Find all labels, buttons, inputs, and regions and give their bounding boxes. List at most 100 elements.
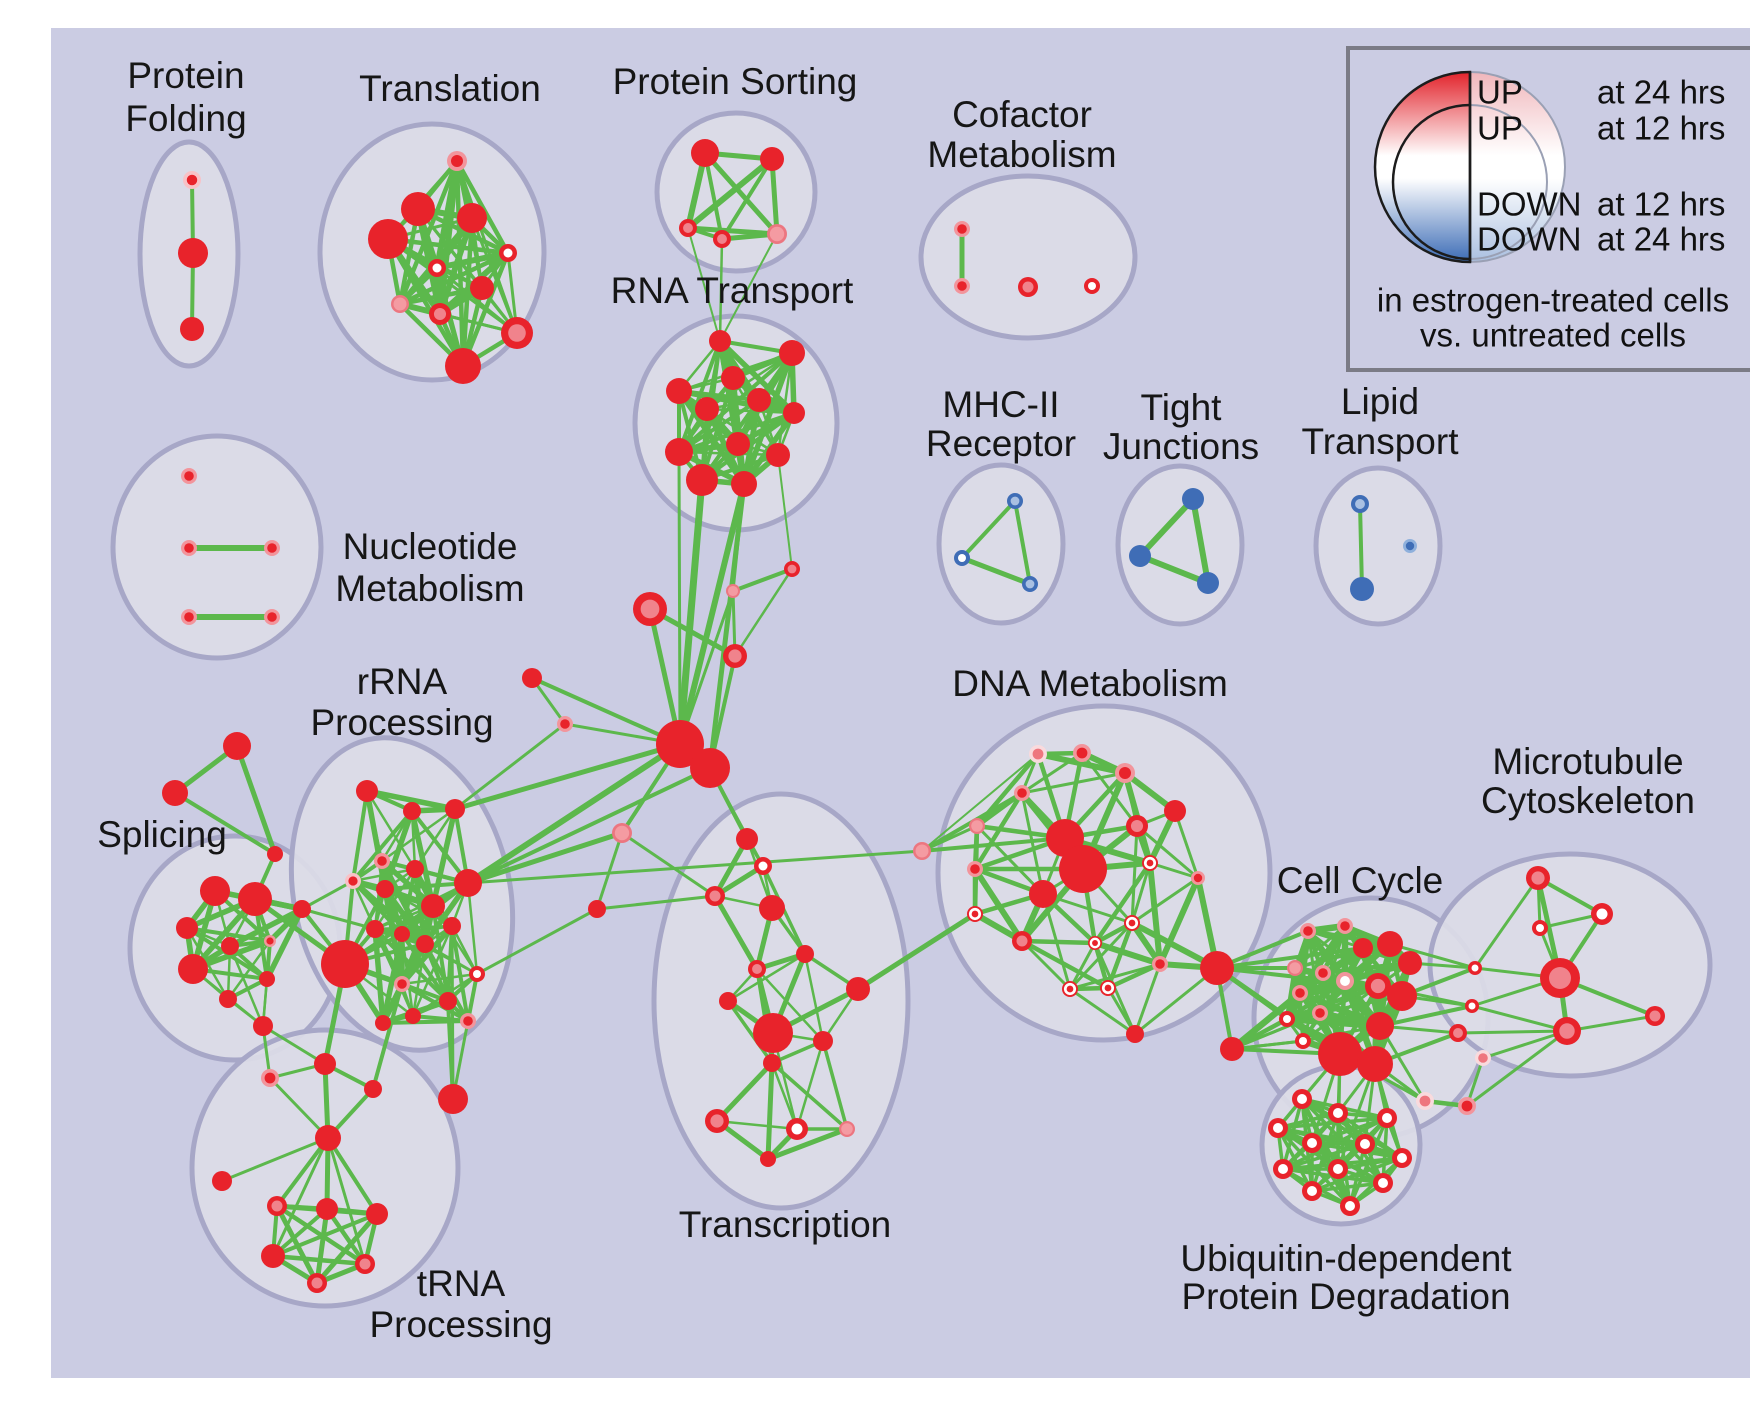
node-ring — [588, 900, 606, 918]
legend-direction-label-2: DOWN — [1477, 186, 1581, 223]
edge — [705, 407, 796, 415]
edge — [314, 1206, 330, 1286]
edge — [1378, 1024, 1427, 1103]
node-ps1 — [691, 139, 719, 167]
edge — [1092, 940, 1163, 967]
edge — [1378, 1004, 1474, 1028]
edge — [1336, 1062, 1377, 1171]
edge — [1281, 1142, 1367, 1171]
node-r13 — [443, 917, 461, 935]
node-ring — [656, 720, 704, 768]
edge — [1157, 875, 1201, 967]
node-ring — [760, 1151, 776, 1167]
node-r14 — [321, 940, 369, 988]
node-ring — [1130, 819, 1144, 833]
edge — [920, 836, 1067, 853]
edge — [769, 156, 780, 237]
edge — [685, 156, 775, 231]
edge — [755, 967, 825, 1043]
edge — [326, 1136, 367, 1266]
node-ring — [1017, 788, 1027, 798]
node-ring — [683, 223, 693, 233]
node-ring — [766, 443, 790, 467]
node-u6 — [1355, 1134, 1375, 1154]
node-ring — [1398, 951, 1422, 975]
node-ring — [787, 564, 797, 574]
node-ring — [223, 732, 251, 760]
edge — [470, 216, 519, 335]
edge — [620, 831, 717, 898]
cluster-label-protein_sorting: Protein Sorting — [613, 61, 858, 102]
node-pf1 — [183, 171, 201, 189]
node-ring — [709, 330, 731, 352]
node-d6 — [1164, 800, 1186, 822]
node-ring — [406, 860, 424, 878]
edge — [921, 753, 1039, 852]
node-ring — [1289, 962, 1301, 974]
node-tx15 — [760, 1151, 776, 1167]
edge — [1105, 961, 1163, 991]
node-ring — [758, 861, 768, 871]
node-ring — [522, 668, 542, 688]
node-ring — [760, 147, 784, 171]
node-ps5 — [767, 224, 787, 244]
node-ring — [348, 876, 358, 886]
node-ring — [957, 281, 967, 291]
node-ring — [1559, 1023, 1575, 1039]
edge — [397, 250, 511, 307]
edge — [1129, 920, 1163, 967]
edge — [1536, 876, 1604, 916]
edge — [385, 236, 511, 256]
edge — [453, 722, 567, 811]
node-ring — [266, 937, 274, 945]
node-rt6 — [783, 402, 805, 424]
node-ring — [463, 1016, 473, 1026]
edge — [719, 233, 778, 342]
node-d17 — [1088, 936, 1102, 950]
node-ring — [719, 992, 737, 1010]
node-ring — [971, 910, 979, 918]
node-ring — [377, 856, 387, 866]
node-cn1 — [913, 842, 931, 860]
cluster-label-microtubule: Cytoskeleton — [1481, 780, 1695, 821]
node-tj3 — [1197, 572, 1219, 594]
node-ring — [728, 649, 742, 663]
node-ring — [1088, 282, 1096, 290]
node-ring — [1126, 1025, 1144, 1043]
cluster-label-rrna: rRNA — [357, 661, 448, 702]
edge — [1019, 938, 1111, 991]
node-ring — [1366, 1012, 1394, 1040]
node-t1 — [447, 151, 467, 171]
node-cf2 — [954, 278, 970, 294]
edge — [475, 907, 599, 976]
node-ring — [1355, 499, 1365, 509]
node-ring — [640, 599, 660, 619]
node-ring — [752, 964, 762, 974]
node-d22 — [1126, 1025, 1144, 1043]
node-s4 — [221, 937, 239, 955]
edge — [855, 911, 978, 992]
node-ring — [1129, 545, 1151, 567]
edge — [228, 944, 265, 1028]
node-ring — [1273, 1123, 1283, 1133]
node-ring — [1353, 938, 1373, 958]
node-c5 — [522, 668, 542, 688]
node-mt1 — [1526, 866, 1550, 890]
node-c2 — [726, 584, 740, 598]
node-ring — [368, 219, 408, 259]
node-r19 — [405, 1008, 421, 1024]
gene-network-figure: Protein Folding Translation Protein Sorting… — [40, 16, 1750, 1392]
edge — [434, 250, 511, 271]
edge — [460, 250, 511, 369]
node-ring — [747, 388, 771, 412]
node-ring — [271, 1200, 283, 1212]
node-ring — [1182, 488, 1204, 510]
node-ring — [1357, 1046, 1393, 1082]
node-ring — [915, 844, 929, 858]
node-cc5 — [1398, 951, 1422, 975]
legend: UP at 24 hrs UP at 12 hrs DOWN at 12 hrs DOWN a… — [1346, 46, 1750, 372]
node-tx4 — [759, 895, 785, 921]
node-ring — [1092, 940, 1098, 946]
node-ring — [1536, 924, 1544, 932]
cluster-label-rna_transport: RNA Transport — [611, 270, 854, 311]
